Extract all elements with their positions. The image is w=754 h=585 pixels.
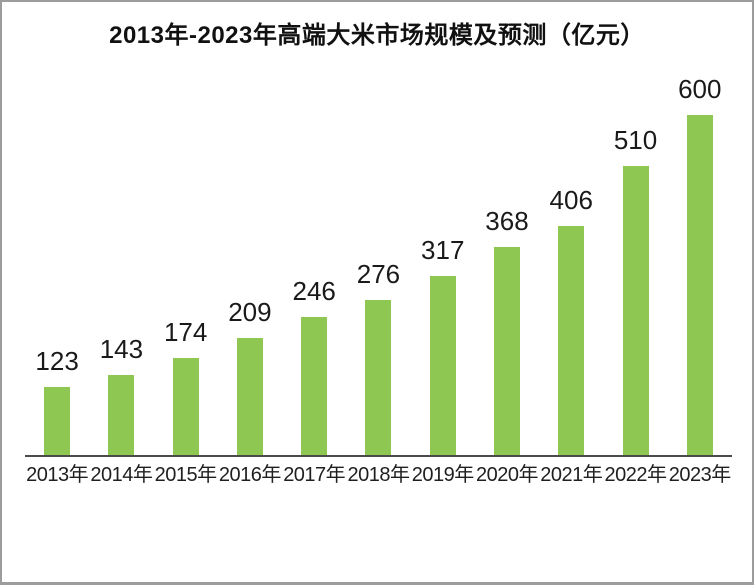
bar [622, 166, 649, 457]
bar-value-label: 143 [99, 334, 144, 364]
x-tick-label: 2013年 [26, 464, 89, 486]
plot-area: 123 2013年 143 2014年 174 2015年 209 2016年 246 2017年… [25, 72, 732, 489]
x-tick-label: 2016年 [218, 464, 282, 486]
bar-column: 246 2017年 [282, 72, 346, 489]
bar [301, 317, 328, 457]
bar-column: 174 2015年 [154, 72, 218, 489]
x-axis-line [25, 455, 732, 457]
x-tick-label: 2015年 [154, 464, 218, 486]
bar-column: 123 2013年 [25, 72, 89, 489]
chart-title: 2013年-2023年高端大米市场规模及预测（亿元） [109, 22, 645, 49]
bar-value-label: 600 [678, 74, 722, 104]
bar-value-label: 209 [228, 297, 272, 327]
x-tick-label: 2019年 [411, 464, 475, 486]
bar-value-label: 246 [292, 276, 336, 306]
bar-value-label: 276 [356, 259, 401, 289]
x-tick-label: 2020年 [475, 464, 539, 486]
bar-column: 600 2023年 [668, 72, 732, 489]
bar [365, 300, 392, 457]
x-tick-label: 2023年 [668, 464, 732, 486]
bar-column: 276 2018年 [346, 72, 410, 489]
x-tick-label: 2014年 [90, 464, 153, 486]
x-tick-label: 2022年 [604, 464, 668, 486]
bar [429, 276, 456, 457]
bar-value-label: 510 [613, 125, 658, 155]
x-tick-label: 2021年 [540, 464, 603, 486]
bar [558, 226, 585, 457]
bar-value-label: 368 [485, 206, 529, 236]
bar [172, 358, 199, 457]
bar-column: 510 2022年 [603, 72, 668, 489]
bar-value-label: 123 [35, 346, 79, 376]
bar [493, 247, 520, 457]
bar-value-label: 406 [549, 185, 593, 215]
bar [686, 115, 713, 457]
bar-value-label: 174 [163, 317, 208, 347]
x-tick-label: 2017年 [283, 464, 346, 486]
bar-column: 143 2014年 [89, 72, 153, 489]
bar-column: 209 2016年 [218, 72, 282, 489]
bar [108, 375, 135, 457]
bar-value-label: 317 [421, 235, 465, 265]
bar [236, 338, 263, 457]
x-tick-label: 2018年 [347, 464, 410, 486]
bar-column: 368 2020年 [475, 72, 539, 489]
bar-column: 406 2021年 [539, 72, 603, 489]
bar-column: 317 2019年 [411, 72, 475, 489]
bar [44, 387, 71, 457]
